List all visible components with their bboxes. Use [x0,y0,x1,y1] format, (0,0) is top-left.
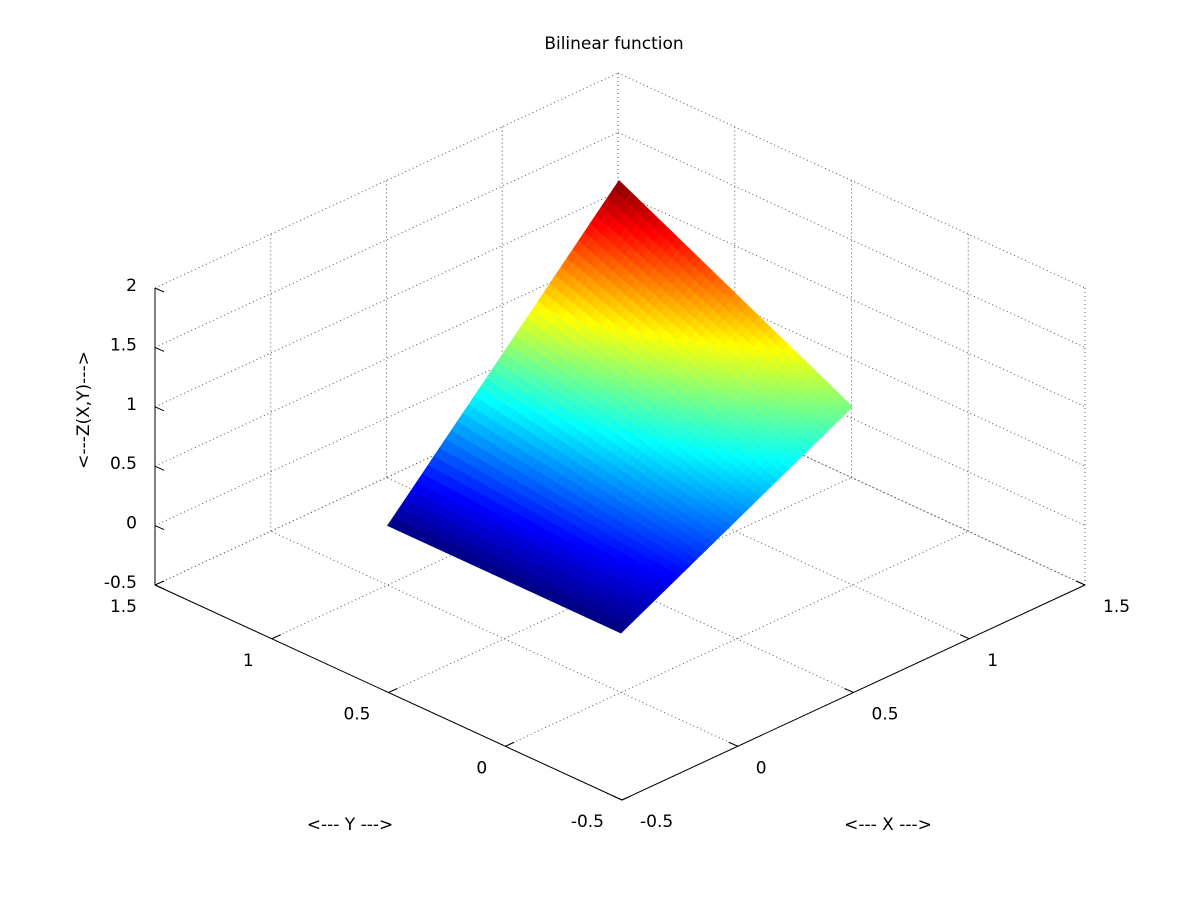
x-tick-label: 0.5 [872,705,899,725]
x-tick [728,741,738,747]
surface-cell [619,236,737,366]
z-axis-label: <---Z(X,Y)---> [74,351,94,469]
surface-cell [619,364,737,479]
grid-line [617,131,1086,348]
surface-cell [503,507,621,607]
x-axis-label: <--- X ---> [844,815,932,835]
surface-cell [677,293,795,415]
grid-line [617,191,1086,408]
z-tick-label: 0.5 [110,454,137,474]
x-tick-label: 0 [756,758,767,778]
surface-cell [502,266,620,396]
y-tick [505,741,515,747]
y-tick-label: 0.5 [343,705,370,725]
x-tick-label: 1 [987,651,998,671]
grid-line [617,369,1086,586]
grid-line [617,72,1086,289]
y-tick [271,634,281,640]
z-tick-label: 1.5 [110,335,137,355]
z-tick [154,406,165,412]
chart-title: Bilinear function [544,34,683,54]
x-tick [960,634,970,640]
surface-cell [561,315,679,437]
y-tick-label: 1 [243,651,254,671]
x-tick [1075,580,1086,586]
y-axis-label: <--- Y ---> [307,815,394,835]
surface-cell [560,180,678,317]
z-tick [154,287,165,293]
y-tick-label: 1.5 [110,597,137,617]
z-tick-label: 2 [126,276,137,296]
x-tick-label: -0.5 [640,812,673,832]
z-tick [154,525,165,531]
y-tick [621,795,632,801]
surface-cell [444,352,563,475]
surface-cell [445,473,563,580]
x-tick [612,795,623,801]
z-tick-label: 0 [126,514,137,534]
y-tick [154,580,165,586]
surface-facet [614,624,628,634]
z-tick-label: -0.5 [104,573,137,593]
grid-line [617,250,1086,467]
z-tick-label: 1 [126,395,137,415]
surface-cell [561,436,679,543]
z-tick [154,346,165,352]
y-tick [388,688,398,693]
z-tick [154,465,165,471]
surface-cell [387,438,505,553]
grid-line [270,530,738,747]
grid-line [617,310,1086,527]
surface-cell [620,477,738,577]
x-tick-label: 1.5 [1103,597,1130,617]
surface-cell [677,413,796,521]
y-tick-label: 0 [476,758,487,778]
surface-cell [562,541,680,634]
surface-cell [503,394,621,509]
z-tick [154,584,165,590]
x-tick [844,688,854,693]
y-tick-label: -0.5 [571,812,604,832]
